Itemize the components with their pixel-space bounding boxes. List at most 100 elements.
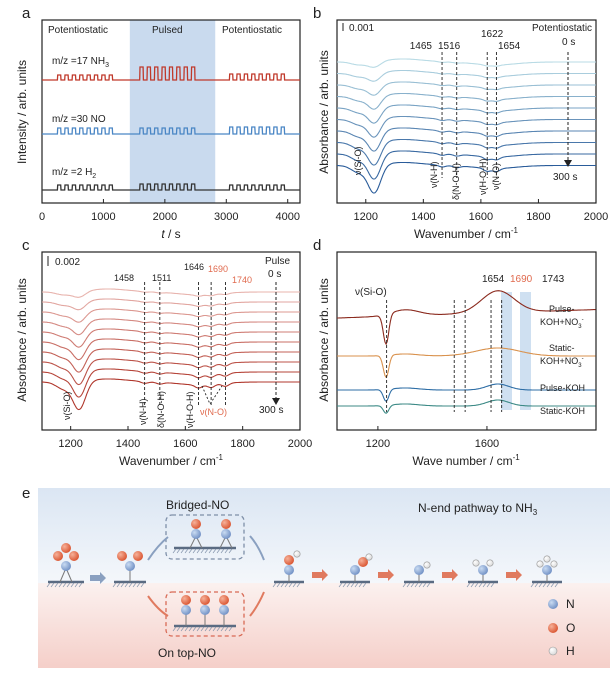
- surface-hatch: [188, 626, 193, 632]
- panel-e: e N-end pathway to NH3 Bridged-NO On top…: [22, 485, 610, 668]
- surface-hatch: [70, 582, 75, 588]
- surface-hatch: [124, 582, 129, 588]
- panel-a: a Potentiostatic Pulsed Potentiostatic m…: [15, 5, 301, 241]
- x-tick-label: 2000: [584, 211, 608, 223]
- h-atom: [550, 560, 558, 568]
- assign-n-o-h: δ(N-O-H): [451, 163, 461, 200]
- surface-hatch: [362, 582, 367, 588]
- surface-hatch: [414, 582, 419, 588]
- mode-label: Pulse: [265, 256, 290, 267]
- spectrum-line: [336, 104, 596, 124]
- spectrum-line: [41, 318, 300, 336]
- surface-hatch: [204, 626, 209, 632]
- step-arrow: [506, 569, 522, 581]
- o-atom: [181, 595, 191, 605]
- trace-1: [337, 347, 596, 379]
- panel-label: d: [313, 237, 321, 254]
- surface-hatch: [354, 582, 359, 588]
- peak-1622: 1622: [481, 29, 504, 40]
- surface-hatch: [212, 626, 217, 632]
- surface-hatch: [534, 582, 539, 588]
- x-tick-label: 0: [39, 211, 45, 223]
- time-start: 0 s: [268, 269, 281, 280]
- surface-hatch: [474, 582, 479, 588]
- panel-b: b 0.001 Potentiostatic 0 s 300 s 1465 15…: [313, 5, 608, 241]
- h-atom: [536, 560, 544, 568]
- surface-hatch: [120, 582, 125, 588]
- h-atom: [365, 553, 373, 561]
- y-axis-label: Absorbance / arb. units: [317, 50, 331, 173]
- bridged-box: [165, 514, 245, 560]
- x-tick-label: 2000: [153, 211, 177, 223]
- trace-no: [42, 126, 300, 135]
- spectrum-line: [42, 368, 300, 398]
- h-atom: [486, 559, 494, 567]
- bridged-no-label: Bridged-NO: [166, 498, 229, 512]
- band-1690: [501, 292, 512, 410]
- x-tick-label: 2000: [288, 438, 312, 450]
- x-tick-label: 1600: [469, 211, 493, 223]
- spectrum-line: [42, 358, 300, 386]
- peak-1690: 1690: [208, 264, 228, 274]
- surface-hatch: [216, 548, 221, 554]
- scale-value: 0.001: [349, 23, 374, 34]
- surface-hatch: [62, 582, 67, 588]
- surface-hatch: [402, 582, 407, 588]
- spectrum-line: [336, 115, 596, 138]
- trace-label-h2: m/z =2 H2: [52, 167, 96, 180]
- x-axis-label: Wavenumber / cm-1: [414, 226, 519, 241]
- x-tick-label: 1400: [411, 211, 435, 223]
- surface-hatch: [358, 582, 363, 588]
- surface-hatch: [554, 582, 559, 588]
- x-tick-label: 1800: [526, 211, 550, 223]
- peak-1654: 1654: [482, 274, 505, 285]
- mode-label: Potentiostatic: [532, 23, 592, 34]
- surface-hatch: [188, 548, 193, 554]
- surface-hatch: [280, 582, 285, 588]
- time-end: 300 s: [553, 172, 577, 183]
- o-atom: [117, 551, 127, 561]
- surface-hatch: [546, 582, 551, 588]
- surface-hatch: [192, 626, 197, 632]
- x-tick-label: 1600: [475, 438, 499, 450]
- region-label-potentiostatic-2: Potentiostatic: [222, 25, 282, 36]
- surface-hatch: [184, 626, 189, 632]
- ontop-box: [165, 591, 245, 637]
- band-1743: [520, 292, 531, 410]
- legend-n-label: N: [566, 597, 575, 611]
- n-atom: [478, 565, 488, 575]
- peak-1511: 1511: [152, 273, 171, 283]
- merge-arrow-down: [249, 591, 265, 617]
- legend-n-dot: [548, 599, 558, 609]
- n-atom: [125, 561, 135, 571]
- panel-label: e: [22, 485, 30, 502]
- surface-hatch: [470, 582, 475, 588]
- plot-frame: [336, 19, 597, 204]
- spectrum-line: [42, 288, 300, 298]
- branch-arrow-down: [147, 595, 169, 617]
- y-axis-label: Intensity / arb. units: [15, 60, 29, 164]
- o-atom: [191, 519, 201, 529]
- peak-1465: 1465: [410, 41, 433, 52]
- surface-hatch: [338, 582, 343, 588]
- surface-hatch: [208, 626, 213, 632]
- legend-pulse-koh-no3: Pulse-: [549, 304, 575, 314]
- surface-hatch: [224, 548, 229, 554]
- pulsed-region-shade: [129, 20, 216, 203]
- surface-hatch: [116, 582, 121, 588]
- surface-hatch: [176, 626, 181, 632]
- legend-h-dot: [548, 646, 558, 656]
- surface-hatch: [284, 582, 289, 588]
- surface-hatch: [176, 548, 181, 554]
- surface-hatch: [172, 548, 177, 554]
- spectrum-line: [41, 348, 300, 373]
- legend-pulse-koh-no3-b: KOH+NO3-: [540, 317, 584, 330]
- surface-hatch: [66, 582, 71, 588]
- surface-hatch: [180, 548, 185, 554]
- surface-hatch: [350, 582, 355, 588]
- legend-static-koh: Static-KOH: [540, 406, 585, 416]
- assign-si-o: ν(Si-O): [355, 287, 387, 298]
- peak-1646: 1646: [184, 262, 204, 272]
- surface-hatch: [422, 582, 427, 588]
- trace-label-no: m/z =30 NO: [52, 114, 106, 125]
